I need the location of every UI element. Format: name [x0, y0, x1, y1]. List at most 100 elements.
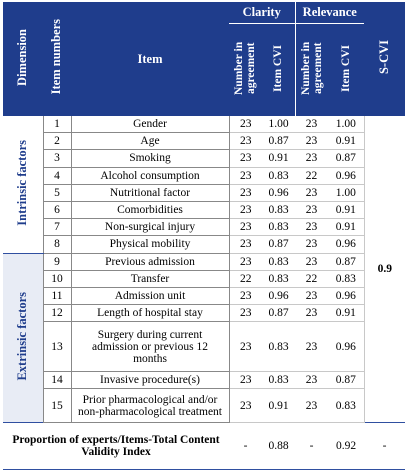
- proportion-relevance-cvi: 0.92: [328, 422, 364, 470]
- clarity-cvi: 0.83: [262, 167, 295, 185]
- clarity-cvi: 0.91: [262, 149, 295, 168]
- relevance-cvi: 0.87: [328, 253, 364, 271]
- proportion-clarity-cvi: 0.88: [262, 422, 295, 470]
- clarity-cvi: 0.83: [262, 321, 295, 373]
- table-row: 7 Non-surgical injury 23 0.83 23 0.91: [3, 218, 405, 237]
- item-name: Invasive procedure(s): [70, 371, 230, 390]
- clarity-cvi: 0.96: [262, 287, 295, 306]
- item-name: Admission unit: [70, 287, 230, 306]
- header-relevance-agreement: Number in agreement: [294, 23, 328, 116]
- clarity-cvi: 0.83: [262, 270, 295, 288]
- relevance-cvi: 0.91: [328, 132, 364, 151]
- relevance-agreement: 23: [295, 149, 328, 168]
- item-number: 7: [42, 218, 71, 237]
- table-row: 12 Length of hospital stay 23 0.87 23 0.91: [3, 304, 405, 323]
- item-number: 1: [42, 116, 71, 134]
- relevance-cvi: 0.83: [328, 388, 364, 424]
- header-clarity-agreement: Number in agreement: [229, 23, 262, 116]
- clarity-cvi: 0.83: [262, 218, 295, 237]
- item-name: Length of hospital stay: [70, 304, 230, 323]
- table-row: 5 Nutritional factor 23 0.96 23 1.00: [3, 184, 405, 202]
- relevance-cvi: 0.87: [328, 371, 364, 390]
- item-name: Nutritional factor: [70, 184, 230, 202]
- relevance-agreement: 23: [295, 132, 328, 151]
- clarity-cvi: 1.00: [262, 116, 295, 134]
- clarity-agreement: 23: [229, 371, 262, 390]
- table-row: 11 Admission unit 23 0.96 23 0.96: [3, 287, 405, 306]
- header-relevance: Relevance: [294, 2, 364, 24]
- item-name: Physical mobility: [70, 235, 230, 254]
- table-row: 15 Prior pharmacological and/or non-pharm…: [3, 388, 405, 424]
- scvi-value: 0.9: [363, 116, 405, 423]
- clarity-agreement: 23: [229, 167, 262, 185]
- clarity-cvi: 0.87: [262, 132, 295, 151]
- relevance-agreement: 23: [295, 304, 328, 323]
- dimension-extrinsic: Extrinsic factors: [3, 253, 44, 423]
- clarity-agreement: 23: [229, 304, 262, 323]
- clarity-agreement: 23: [229, 132, 262, 151]
- relevance-cvi: 0.96: [328, 287, 364, 306]
- clarity-agreement: 23: [229, 218, 262, 237]
- header-clarity: Clarity: [229, 2, 295, 24]
- table-body: Intrinsic factors 1 Gender 23 1.00 23 1.00 0.9 2…: [3, 116, 405, 470]
- item-number: 13: [42, 321, 71, 373]
- relevance-agreement: 23: [295, 184, 328, 202]
- item-name: Transfer: [70, 270, 230, 288]
- proportion-scvi: -: [364, 422, 405, 470]
- clarity-cvi: 0.83: [262, 201, 295, 220]
- relevance-cvi: 0.91: [328, 218, 364, 237]
- relevance-agreement: 23: [295, 371, 328, 390]
- relevance-agreement: 23: [295, 235, 328, 254]
- item-number: 3: [42, 149, 71, 168]
- relevance-cvi: 1.00: [328, 184, 364, 202]
- item-number: 8: [42, 235, 71, 254]
- item-number: 10: [42, 270, 71, 288]
- item-number: 2: [42, 132, 71, 151]
- relevance-cvi: 0.91: [328, 304, 364, 323]
- relevance-agreement: 23: [295, 321, 328, 373]
- clarity-agreement: 23: [229, 149, 262, 168]
- clarity-agreement: 23: [229, 321, 262, 373]
- clarity-agreement: 23: [229, 201, 262, 220]
- item-name: Gender: [70, 116, 230, 134]
- table-row: 4 Alcohol consumption 23 0.83 22 0.96: [3, 167, 405, 185]
- relevance-cvi: 0.87: [328, 149, 364, 168]
- proportion-label: Proportion of experts/Items-Total Conten…: [3, 422, 229, 470]
- table-row: 10 Transfer 22 0.83 22 0.83: [3, 270, 405, 288]
- item-name: Comorbidities: [70, 201, 230, 220]
- proportion-row: Proportion of experts/Items-Total Conten…: [3, 422, 405, 470]
- relevance-agreement: 23: [295, 253, 328, 271]
- relevance-agreement: 23: [295, 218, 328, 237]
- table-row: Extrinsic factors 9 Previous admission 23 0.…: [3, 253, 405, 423]
- relevance-cvi: 0.83: [328, 270, 364, 288]
- clarity-agreement: 23: [229, 253, 262, 271]
- item-name: Surgery during current admission or prev…: [70, 321, 230, 373]
- header-dimension: Dimension: [3, 2, 43, 116]
- clarity-cvi: 0.96: [262, 184, 295, 202]
- item-number: 9: [42, 253, 71, 271]
- item-name: Prior pharmacological and/or non-pharmac…: [70, 388, 230, 424]
- table-row: 3 Smoking 23 0.91 23 0.87: [3, 149, 405, 168]
- cvi-table: Dimension Item numbers Item Clarity Rele…: [3, 2, 405, 470]
- header-clarity-cvi: Item CVI: [262, 23, 295, 116]
- header-item: Item: [71, 2, 229, 116]
- header-scvi: S-CVI: [364, 2, 405, 116]
- clarity-cvi: 0.83: [262, 253, 295, 271]
- item-name: Previous admission: [70, 253, 230, 271]
- item-number: 11: [42, 287, 71, 306]
- clarity-cvi: 0.87: [262, 235, 295, 254]
- clarity-agreement: 23: [229, 287, 262, 306]
- table-row: Intrinsic factors 1 Gender 23 1.00 23 1.00 0.9: [3, 116, 405, 423]
- relevance-cvi: 0.96: [328, 321, 364, 373]
- relevance-agreement: 22: [295, 167, 328, 185]
- item-number: 4: [42, 167, 71, 185]
- item-name: Alcohol consumption: [70, 167, 230, 185]
- header-relevance-cvi: Item CVI: [328, 23, 364, 116]
- table-row: 2 Age 23 0.87 23 0.91: [3, 132, 405, 151]
- relevance-agreement: 23: [295, 201, 328, 220]
- clarity-agreement: 23: [229, 388, 262, 424]
- clarity-cvi: 0.83: [262, 371, 295, 390]
- table-row: 8 Physical mobility 23 0.87 23 0.96: [3, 235, 405, 254]
- proportion-clarity-agreement: -: [229, 422, 262, 470]
